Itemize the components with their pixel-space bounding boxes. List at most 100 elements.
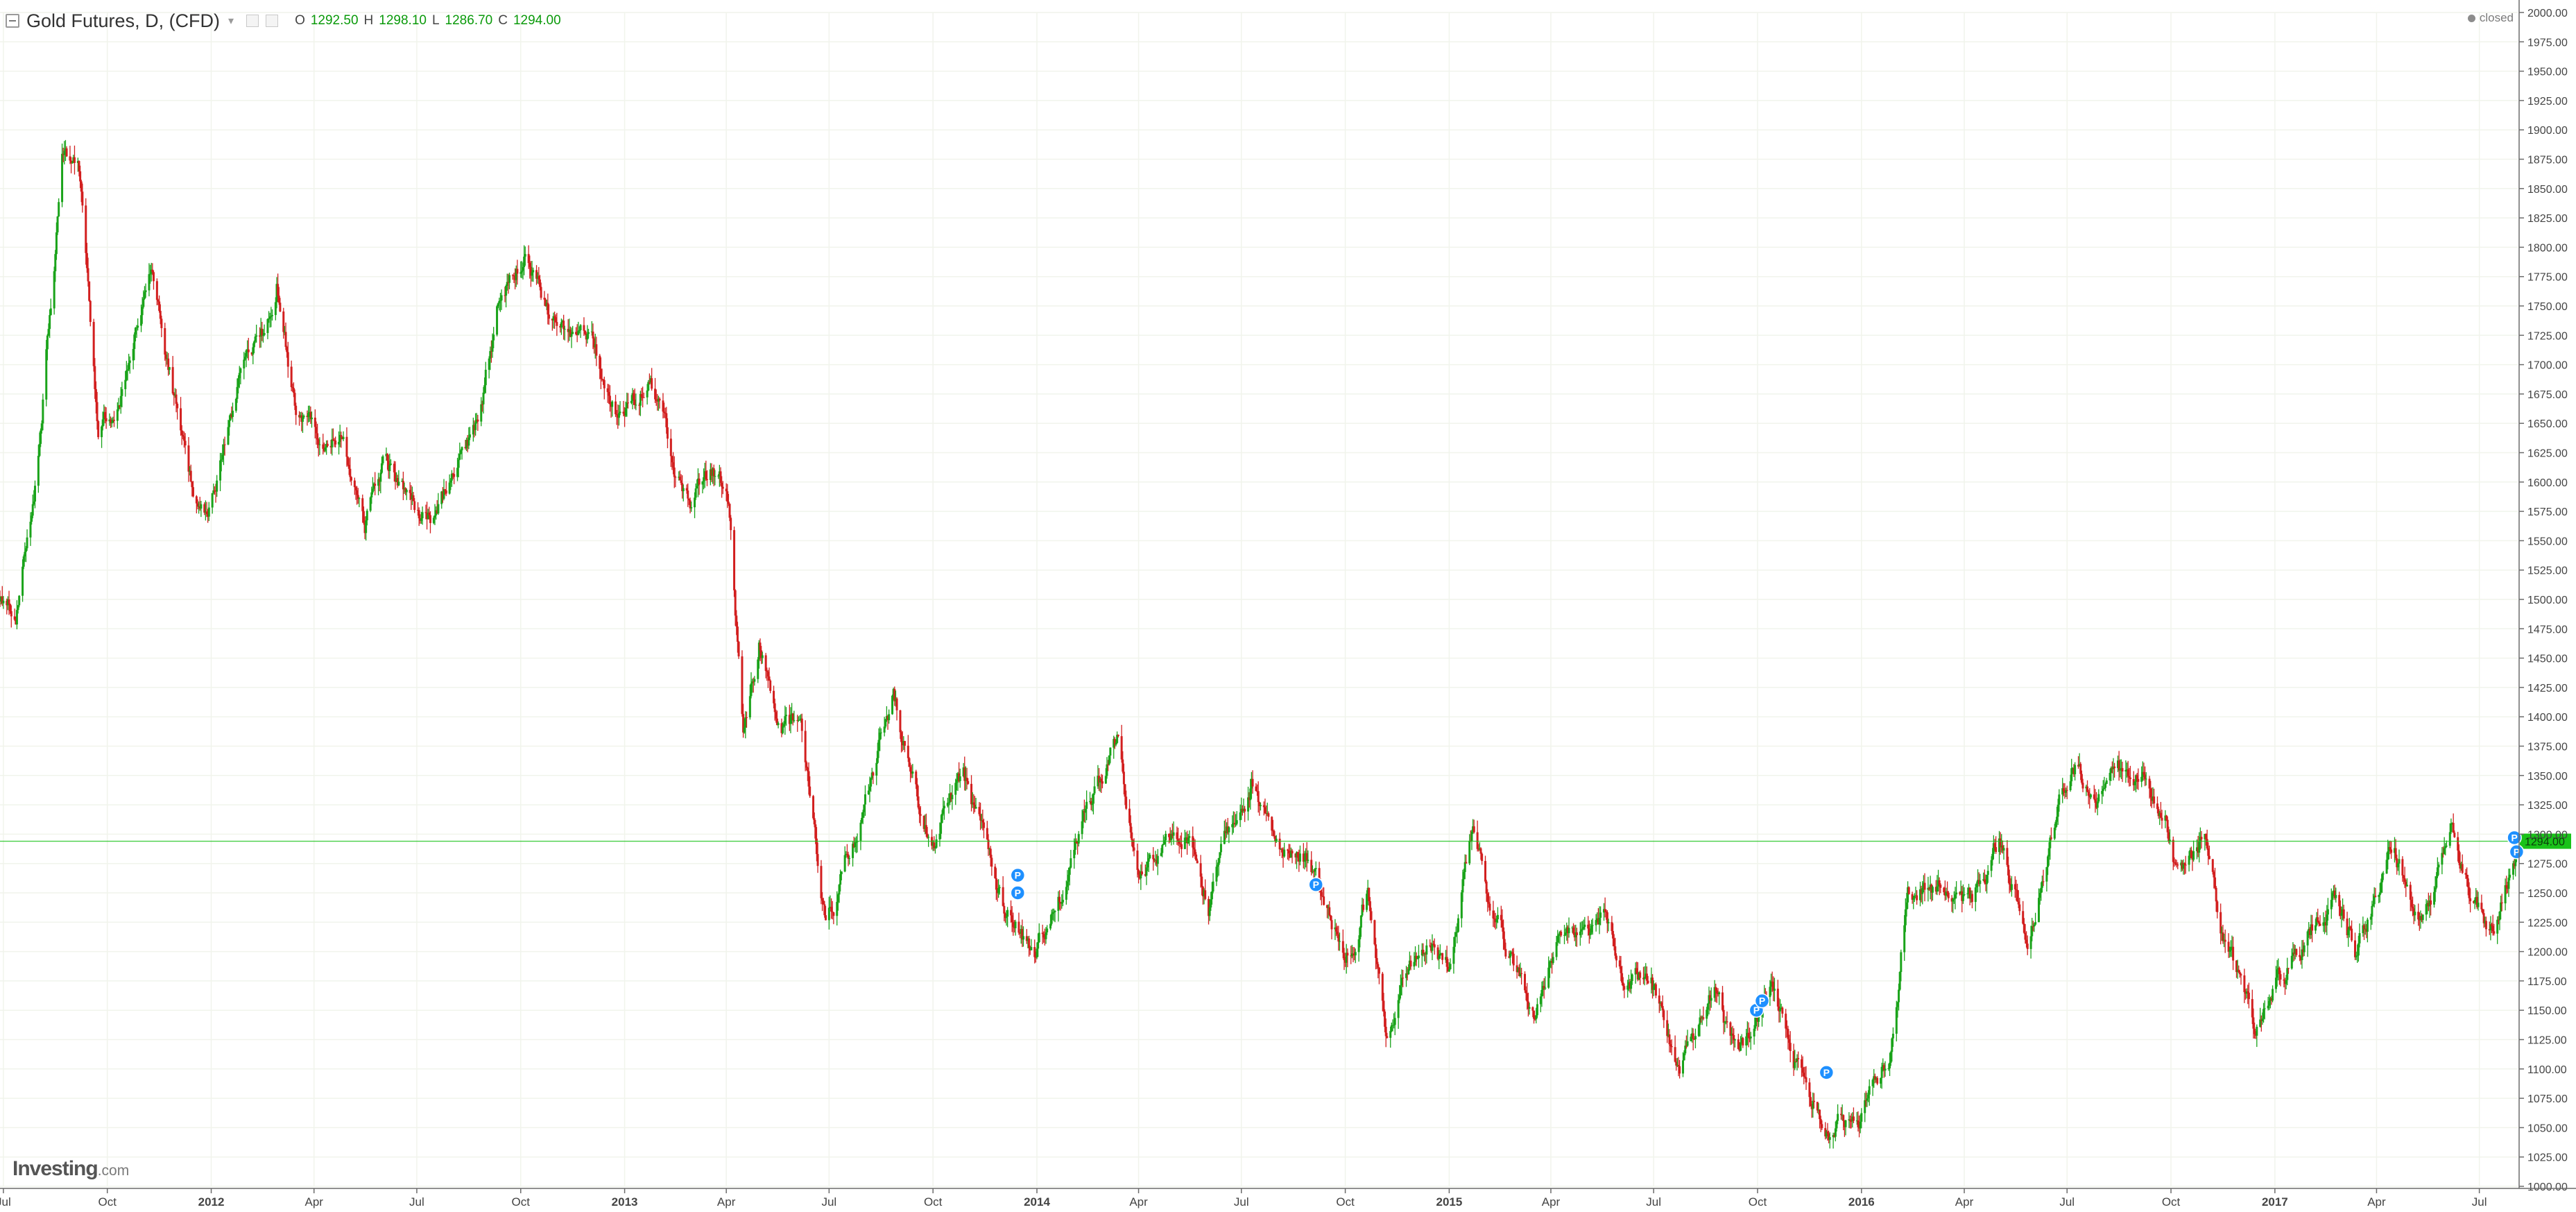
candle-body: [1366, 887, 1369, 894]
candle-body: [2112, 766, 2115, 769]
event-marker-label[interactable]: P: [1753, 1005, 1760, 1016]
candle-body: [1328, 907, 1331, 916]
y-tick-label: 1200.00: [2527, 947, 2568, 959]
y-tick-label: 1675.00: [2527, 389, 2568, 401]
candle-body: [2079, 764, 2082, 774]
candle-body: [824, 915, 827, 921]
candle-body: [1169, 837, 1171, 840]
candle-body: [886, 716, 889, 721]
candle-body: [815, 838, 818, 855]
event-marker-label[interactable]: P: [1015, 870, 1021, 881]
candle-body: [599, 355, 601, 369]
grid-lines: [0, 12, 2518, 1187]
candle-body: [490, 351, 492, 352]
candle-body: [922, 815, 925, 829]
candle-body: [1129, 823, 1132, 833]
event-marker-label[interactable]: P: [1823, 1067, 1830, 1078]
candle-body: [310, 417, 313, 420]
candle-body: [1496, 914, 1499, 920]
candle-body: [2498, 912, 2501, 921]
event-marker[interactable]: [1010, 867, 1026, 883]
candle-body: [2428, 900, 2431, 907]
candle-body: [488, 358, 490, 370]
event-marker-label[interactable]: P: [1313, 879, 1319, 890]
candle-body: [870, 778, 873, 787]
candle-body: [955, 780, 958, 783]
close-box-icon[interactable]: [266, 15, 279, 27]
candle-body: [599, 368, 602, 379]
candle-body: [1920, 889, 1923, 894]
candle-body: [608, 392, 610, 396]
candle-body: [187, 445, 190, 472]
candle-body: [1826, 1131, 1829, 1134]
candle-body: [554, 317, 557, 323]
candle-body: [1564, 932, 1567, 935]
event-marker-label[interactable]: P: [1015, 887, 1021, 898]
candle-body: [1574, 932, 1577, 938]
candle-body: [1384, 1026, 1387, 1036]
candle-body: [1992, 843, 1995, 854]
candle-body: [657, 398, 660, 402]
open-key: O: [295, 13, 305, 28]
candle-body: [861, 817, 864, 823]
candle-body: [1098, 776, 1101, 783]
candle-body: [742, 714, 745, 733]
chevron-down-icon[interactable]: ▾: [228, 15, 234, 27]
candle-body: [1004, 913, 1006, 919]
collapse-icon[interactable]: [6, 14, 19, 28]
candle-body: [88, 281, 91, 301]
candle-body: [1635, 968, 1638, 974]
candle-body: [293, 393, 296, 406]
y-tick-label: 1125.00: [2527, 1035, 2567, 1047]
settings-box-icon[interactable]: [246, 15, 259, 27]
y-tick-label: 1625.00: [2527, 448, 2568, 460]
candle-body: [1472, 826, 1475, 832]
candle-body: [1075, 840, 1078, 843]
event-marker-label[interactable]: P: [2514, 846, 2520, 857]
candle-body: [245, 350, 248, 357]
candle-body: [2095, 803, 2098, 808]
candle-body: [2118, 760, 2120, 771]
x-tick-label: Jul: [0, 1195, 11, 1209]
event-marker[interactable]: [1819, 1065, 1835, 1080]
candle-body: [552, 316, 555, 321]
event-marker[interactable]: [2509, 844, 2525, 860]
candle-body: [524, 254, 526, 257]
event-marker[interactable]: [1754, 993, 1770, 1009]
candle-body: [1481, 853, 1484, 862]
candle-body: [2205, 834, 2208, 839]
candle-body: [979, 814, 982, 821]
candle-body: [757, 642, 760, 660]
candle-body: [0, 596, 3, 601]
candle-body: [2412, 907, 2414, 909]
candle-body: [2351, 928, 2353, 941]
candle-body: [875, 762, 878, 776]
event-marker-label[interactable]: P: [1759, 996, 1765, 1007]
candle-body: [2378, 895, 2380, 897]
candle-body: [872, 772, 875, 776]
event-marker[interactable]: [1308, 877, 1323, 892]
candle-body: [1691, 1033, 1694, 1037]
candle-body: [329, 445, 332, 447]
market-status-label: closed: [2479, 11, 2514, 24]
event-marker[interactable]: [2507, 830, 2522, 846]
candle-body: [2042, 881, 2045, 882]
candle-body: [243, 357, 246, 360]
candle-body: [1006, 910, 1009, 917]
candle-body: [45, 349, 48, 400]
candle-body: [1346, 953, 1349, 956]
candle-body: [1377, 964, 1380, 968]
candle-body: [1492, 910, 1495, 919]
candle-body: [1986, 875, 1989, 885]
candle-body: [1353, 954, 1356, 956]
candle-body: [1749, 1036, 1752, 1039]
candle-body: [2159, 812, 2162, 818]
candle-body: [915, 771, 918, 785]
event-marker[interactable]: [1010, 885, 1026, 901]
candle-body: [2253, 1028, 2256, 1034]
candle-body: [1310, 860, 1313, 873]
candle-body: [2204, 834, 2206, 839]
event-marker-label[interactable]: P: [2511, 832, 2517, 843]
